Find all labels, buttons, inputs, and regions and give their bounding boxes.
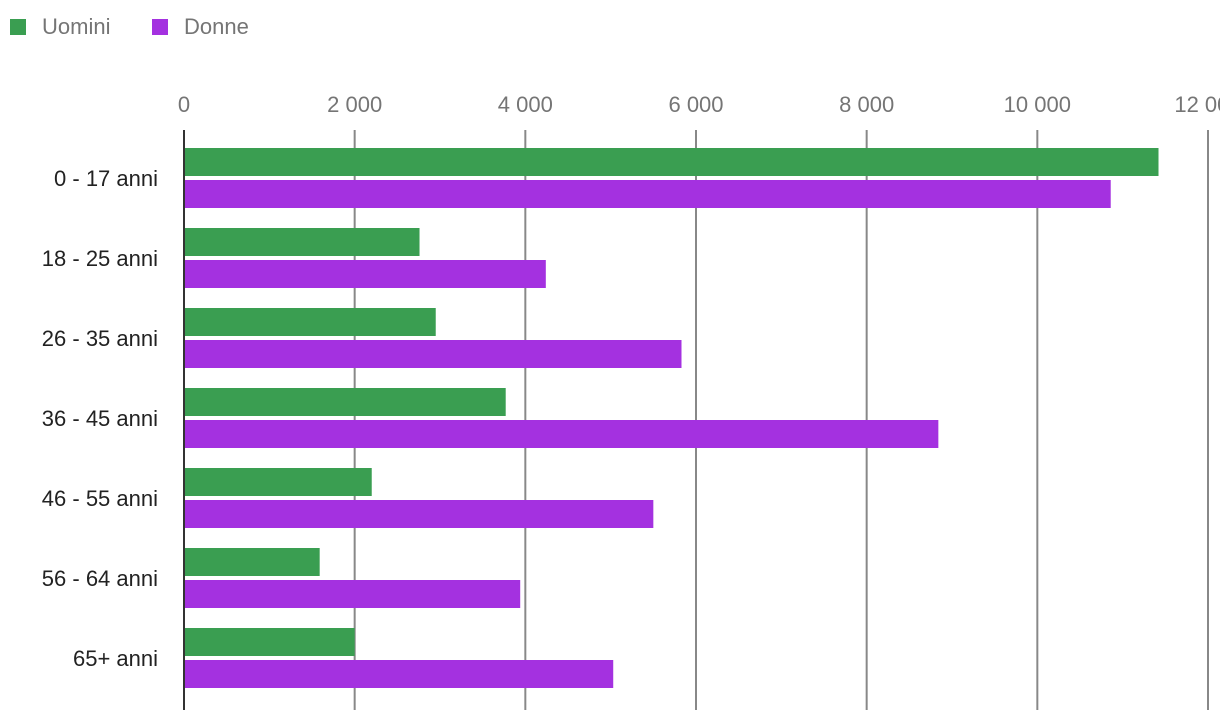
bars bbox=[185, 148, 1159, 688]
bar-donne bbox=[185, 500, 654, 528]
bar-uomini bbox=[185, 308, 436, 336]
bar-donne bbox=[185, 260, 546, 288]
x-tick-label: 0 bbox=[178, 92, 190, 117]
x-axis-ticks: 0 2 000 4 000 6 000 8 000 10 000 12 000 bbox=[178, 92, 1220, 117]
x-tick-label: 10 000 bbox=[1004, 92, 1071, 117]
bar-uomini bbox=[185, 468, 372, 496]
category-label: 36 - 45 anni bbox=[42, 406, 158, 431]
bar-uomini bbox=[185, 388, 506, 416]
chart-legend: Uomini Donne bbox=[10, 14, 249, 39]
bar-uomini bbox=[185, 548, 320, 576]
category-label: 26 - 35 anni bbox=[42, 326, 158, 351]
bar-donne bbox=[185, 660, 614, 688]
category-label: 56 - 64 anni bbox=[42, 566, 158, 591]
category-label: 46 - 55 anni bbox=[42, 486, 158, 511]
category-label: 65+ anni bbox=[73, 646, 158, 671]
bar-uomini bbox=[185, 148, 1159, 176]
bar-uomini bbox=[185, 228, 420, 256]
category-label: 0 - 17 anni bbox=[54, 166, 158, 191]
x-tick-label: 12 000 bbox=[1174, 92, 1220, 117]
x-tick-label: 6 000 bbox=[668, 92, 723, 117]
y-axis-categories: 0 - 17 anni 18 - 25 anni 26 - 35 anni 36 - … bbox=[42, 166, 158, 671]
x-tick-label: 4 000 bbox=[498, 92, 553, 117]
x-tick-label: 8 000 bbox=[839, 92, 894, 117]
bar-donne bbox=[185, 420, 939, 448]
legend-label-uomini: Uomini bbox=[42, 14, 110, 39]
category-label: 18 - 25 anni bbox=[42, 246, 158, 271]
bar-donne bbox=[185, 340, 682, 368]
legend-label-donne: Donne bbox=[184, 14, 249, 39]
bar-donne bbox=[185, 180, 1111, 208]
bar-uomini bbox=[185, 628, 355, 656]
x-tick-label: 2 000 bbox=[327, 92, 382, 117]
bar-donne bbox=[185, 580, 521, 608]
legend-swatch-uomini bbox=[10, 19, 26, 35]
legend-swatch-donne bbox=[152, 19, 168, 35]
